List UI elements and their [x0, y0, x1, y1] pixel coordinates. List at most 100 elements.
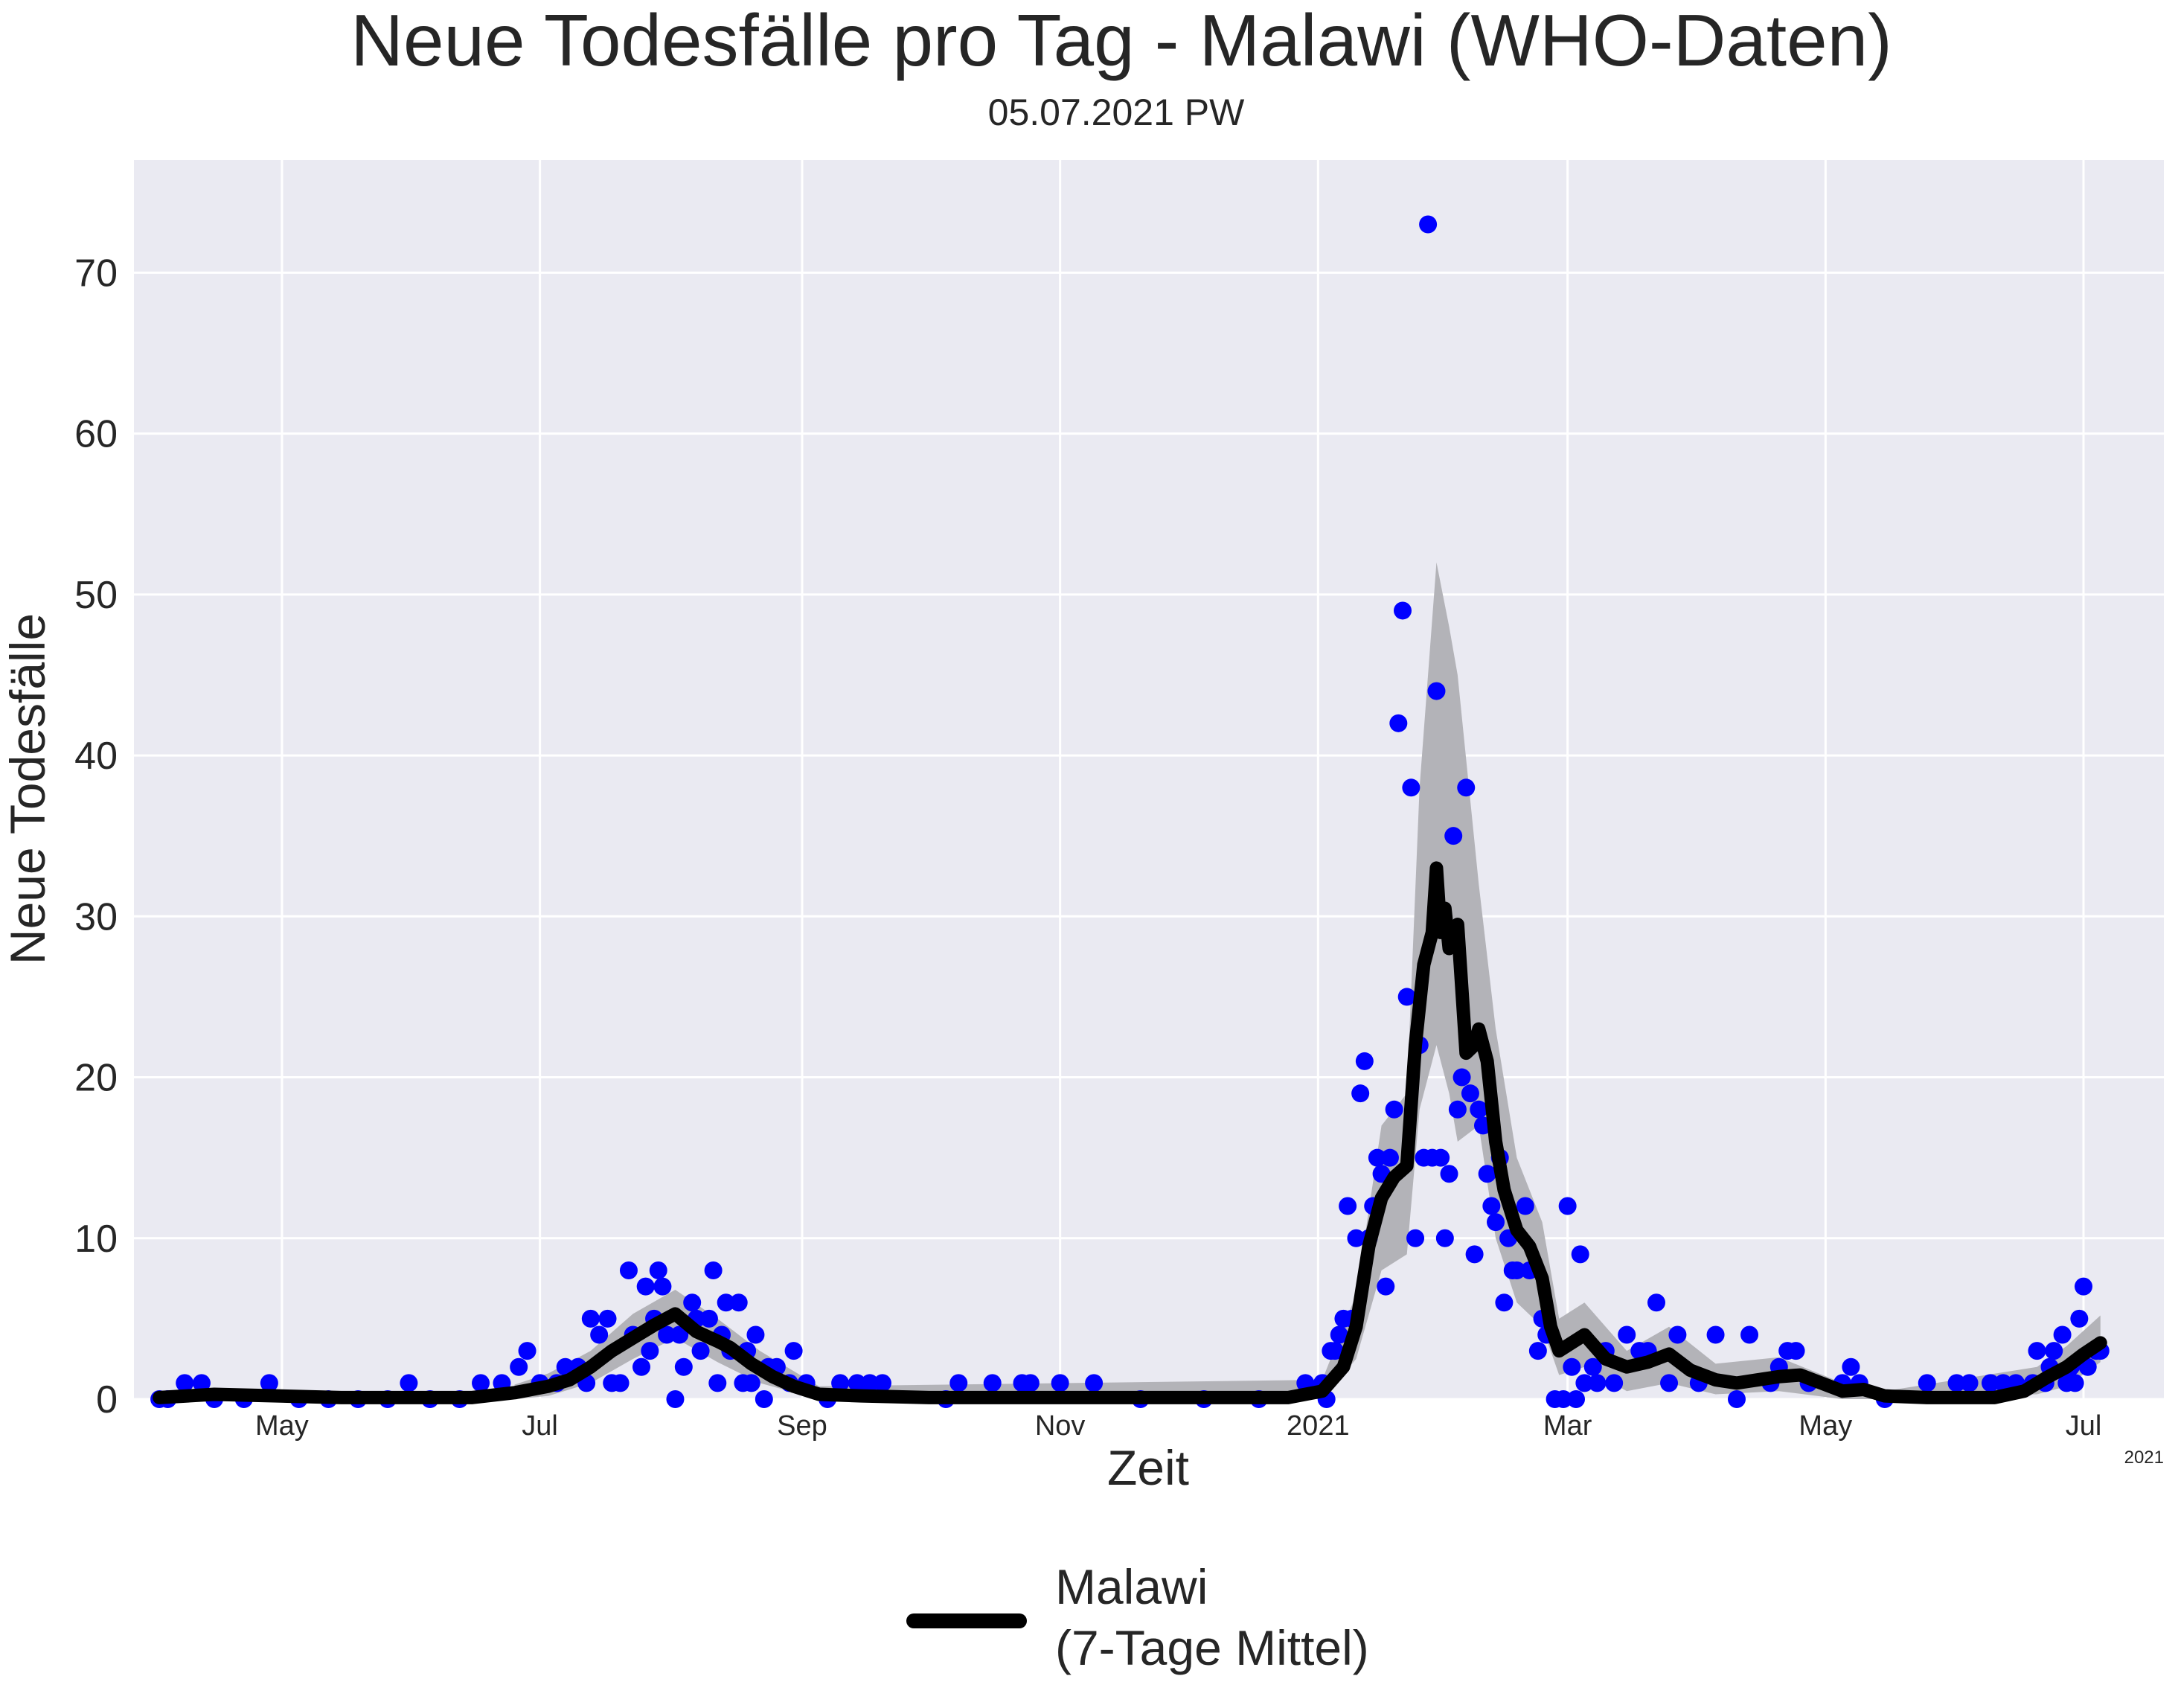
data-point: [831, 1374, 850, 1392]
data-point: [2070, 1309, 2089, 1328]
data-point: [1380, 1148, 1399, 1167]
data-point: [1457, 778, 1476, 797]
y-axis-ticks: 0 10 20 30 40 50 60 70: [74, 252, 118, 1421]
y-tick-label: 50: [74, 574, 118, 617]
data-point: [1470, 1100, 1488, 1119]
data-point: [1495, 1293, 1514, 1312]
data-point: [619, 1261, 638, 1280]
data-point: [983, 1374, 1002, 1392]
data-point: [729, 1293, 748, 1312]
data-point: [581, 1309, 600, 1328]
data-point: [2066, 1374, 2084, 1392]
data-point: [1960, 1374, 1979, 1392]
data-point: [674, 1357, 693, 1376]
legend-label-line: Malawi: [1055, 1559, 1208, 1614]
data-point: [653, 1277, 672, 1296]
chart-title: Neue Todesfälle pro Tag - Malawi (WHO-Da…: [350, 0, 1892, 81]
data-point: [1347, 1229, 1365, 1247]
data-point: [1482, 1197, 1501, 1215]
x-tick-label: May: [255, 1410, 309, 1442]
data-point: [755, 1390, 773, 1408]
data-point: [691, 1342, 710, 1360]
data-point: [1452, 1068, 1471, 1087]
data-point: [699, 1309, 718, 1328]
data-point: [2053, 1325, 2072, 1344]
data-point: [649, 1261, 667, 1280]
data-point: [1947, 1374, 1966, 1392]
x-tick-label: May: [1799, 1410, 1852, 1442]
data-point: [598, 1309, 617, 1328]
data-point: [510, 1357, 528, 1376]
data-point: [1575, 1374, 1594, 1392]
data-point: [1508, 1261, 1526, 1280]
data-point: [1330, 1325, 1348, 1344]
data-point: [1487, 1213, 1505, 1232]
data-point: [1516, 1197, 1534, 1215]
data-point: [683, 1293, 702, 1312]
data-point: [784, 1342, 803, 1360]
data-point: [1787, 1342, 1805, 1360]
data-point: [746, 1325, 765, 1344]
data-point: [1432, 1148, 1450, 1167]
data-point: [1435, 1229, 1454, 1247]
data-point: [1567, 1390, 1586, 1408]
data-point: [1448, 1100, 1467, 1119]
data-point: [1368, 1148, 1386, 1167]
data-point: [1583, 1357, 1602, 1376]
data-point: [1571, 1245, 1589, 1264]
data-point: [708, 1374, 727, 1392]
data-point: [1021, 1374, 1040, 1392]
data-point: [1389, 714, 1408, 732]
data-point: [1351, 1084, 1370, 1103]
data-point: [717, 1293, 735, 1312]
data-point: [742, 1374, 760, 1392]
y-tick-label: 0: [96, 1378, 118, 1421]
data-point: [658, 1325, 676, 1344]
data-point: [1994, 1374, 2013, 1392]
data-point: [1842, 1357, 1860, 1376]
data-point: [1085, 1374, 1104, 1392]
data-point: [1706, 1325, 1725, 1344]
data-point: [1377, 1277, 1395, 1296]
data-point: [860, 1374, 879, 1392]
data-point: [848, 1374, 866, 1392]
legend-label: Malawi (7-Tage Mittel): [1055, 1559, 1369, 1675]
data-point: [1668, 1325, 1687, 1344]
data-point: [873, 1374, 891, 1392]
data-point: [1444, 827, 1463, 845]
data-point: [2075, 1277, 2093, 1296]
data-point: [400, 1374, 418, 1392]
data-point: [949, 1374, 968, 1392]
data-point: [611, 1374, 630, 1392]
data-point: [1394, 601, 1412, 620]
data-point: [1618, 1325, 1636, 1344]
data-point: [1727, 1390, 1746, 1408]
chart-subtitle: 05.07.2021 PW: [988, 92, 1245, 133]
y-tick-label: 70: [74, 252, 118, 295]
y-tick-label: 30: [74, 895, 118, 938]
data-point: [1918, 1374, 1936, 1392]
data-point: [1605, 1374, 1624, 1392]
data-point: [1461, 1084, 1479, 1103]
data-point: [1440, 1165, 1458, 1183]
data-point: [704, 1261, 723, 1280]
data-point: [641, 1342, 659, 1360]
data-point: [1419, 215, 1438, 234]
x-tick-label: Sep: [777, 1410, 827, 1442]
data-point: [1406, 1229, 1425, 1247]
x-axis-offset-label: 2021: [2124, 1448, 2164, 1468]
data-point: [1397, 988, 1416, 1006]
data-point: [632, 1357, 650, 1376]
x-tick-label: Jul: [522, 1410, 558, 1442]
data-point: [1740, 1325, 1759, 1344]
data-point: [666, 1390, 685, 1408]
data-point: [1558, 1197, 1577, 1215]
data-point: [192, 1374, 211, 1392]
data-point: [1554, 1390, 1572, 1408]
data-point: [1427, 682, 1446, 700]
legend-label-line: (7-Tage Mittel): [1055, 1620, 1369, 1675]
x-axis-ticks: May Jul Sep Nov 2021 Mar May Jul: [255, 1410, 2101, 1442]
data-point: [1660, 1374, 1679, 1392]
data-point: [1402, 778, 1420, 797]
data-point: [518, 1342, 537, 1360]
